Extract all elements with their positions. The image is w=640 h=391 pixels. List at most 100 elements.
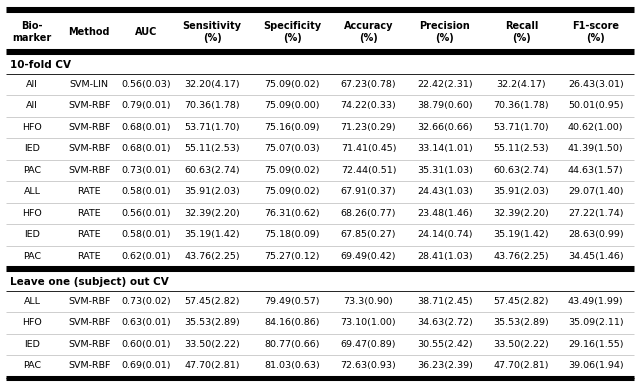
- Text: 0.68(0.01): 0.68(0.01): [122, 123, 171, 132]
- Text: 41.39(1.50): 41.39(1.50): [568, 144, 623, 153]
- Text: 33.14(1.01): 33.14(1.01): [417, 144, 473, 153]
- Text: 75.09(0.02): 75.09(0.02): [264, 187, 320, 196]
- Text: RATE: RATE: [77, 209, 101, 218]
- Text: 0.79(0.01): 0.79(0.01): [122, 101, 171, 110]
- Text: 75.18(0.09): 75.18(0.09): [264, 230, 320, 239]
- Text: 34.63(2.72): 34.63(2.72): [417, 318, 473, 327]
- Text: 75.27(0.12): 75.27(0.12): [264, 252, 320, 261]
- Text: 32.39(2.20): 32.39(2.20): [493, 209, 549, 218]
- Text: 43.76(2.25): 43.76(2.25): [184, 252, 240, 261]
- Text: 0.56(0.01): 0.56(0.01): [122, 209, 171, 218]
- Text: 32.66(0.66): 32.66(0.66): [417, 123, 473, 132]
- Text: 32.2(4.17): 32.2(4.17): [497, 80, 546, 89]
- Text: 35.19(1.42): 35.19(1.42): [184, 230, 240, 239]
- Text: 69.47(0.89): 69.47(0.89): [340, 340, 396, 349]
- Text: ALL: ALL: [24, 297, 41, 306]
- Text: 30.55(2.42): 30.55(2.42): [417, 340, 473, 349]
- Text: 55.11(2.53): 55.11(2.53): [184, 144, 240, 153]
- Text: Sensitivity
(%): Sensitivity (%): [182, 21, 241, 43]
- Text: 35.53(2.89): 35.53(2.89): [493, 318, 549, 327]
- Text: Method: Method: [68, 27, 110, 37]
- Text: 34.45(1.46): 34.45(1.46): [568, 252, 623, 261]
- Text: SVM-RBF: SVM-RBF: [68, 318, 111, 327]
- Text: AUC: AUC: [135, 27, 157, 37]
- Text: 0.63(0.01): 0.63(0.01): [122, 318, 171, 327]
- Text: Accuracy
(%): Accuracy (%): [344, 21, 393, 43]
- Text: PAC: PAC: [23, 361, 42, 370]
- Text: 35.19(1.42): 35.19(1.42): [493, 230, 549, 239]
- Text: HFO: HFO: [22, 209, 42, 218]
- Text: 76.31(0.62): 76.31(0.62): [264, 209, 320, 218]
- Text: RATE: RATE: [77, 230, 101, 239]
- Text: 0.68(0.01): 0.68(0.01): [122, 144, 171, 153]
- Text: 35.91(2.03): 35.91(2.03): [493, 187, 549, 196]
- Text: 29.07(1.40): 29.07(1.40): [568, 187, 623, 196]
- Text: 28.41(1.03): 28.41(1.03): [417, 252, 473, 261]
- Text: ALL: ALL: [24, 187, 41, 196]
- Text: 33.50(2.22): 33.50(2.22): [493, 340, 549, 349]
- Text: 79.49(0.57): 79.49(0.57): [264, 297, 320, 306]
- Text: 24.43(1.03): 24.43(1.03): [417, 187, 473, 196]
- Text: 47.70(2.81): 47.70(2.81): [493, 361, 549, 370]
- Text: 81.03(0.63): 81.03(0.63): [264, 361, 320, 370]
- Text: 71.23(0.29): 71.23(0.29): [340, 123, 396, 132]
- Text: 0.60(0.01): 0.60(0.01): [122, 340, 171, 349]
- Text: 84.16(0.86): 84.16(0.86): [264, 318, 320, 327]
- Text: 28.63(0.99): 28.63(0.99): [568, 230, 623, 239]
- Text: HFO: HFO: [22, 318, 42, 327]
- Text: 0.62(0.01): 0.62(0.01): [122, 252, 171, 261]
- Text: 70.36(1.78): 70.36(1.78): [493, 101, 549, 110]
- Text: 10-fold CV: 10-fold CV: [10, 59, 70, 70]
- Text: 44.63(1.57): 44.63(1.57): [568, 166, 623, 175]
- Text: 35.09(2.11): 35.09(2.11): [568, 318, 623, 327]
- Text: 70.36(1.78): 70.36(1.78): [184, 101, 240, 110]
- Text: 32.20(4.17): 32.20(4.17): [184, 80, 240, 89]
- Text: 75.09(0.00): 75.09(0.00): [264, 101, 320, 110]
- Text: 39.06(1.94): 39.06(1.94): [568, 361, 623, 370]
- Text: F1-score
(%): F1-score (%): [572, 21, 620, 43]
- Text: 73.3(0.90): 73.3(0.90): [344, 297, 394, 306]
- Text: 67.85(0.27): 67.85(0.27): [340, 230, 396, 239]
- Text: 32.39(2.20): 32.39(2.20): [184, 209, 240, 218]
- Text: SVM-RBF: SVM-RBF: [68, 361, 111, 370]
- Text: SVM-RBF: SVM-RBF: [68, 297, 111, 306]
- Text: PAC: PAC: [23, 166, 42, 175]
- Text: 72.44(0.51): 72.44(0.51): [340, 166, 396, 175]
- Text: 67.23(0.78): 67.23(0.78): [340, 80, 396, 89]
- Text: 72.63(0.93): 72.63(0.93): [340, 361, 396, 370]
- Text: 35.31(1.03): 35.31(1.03): [417, 166, 473, 175]
- Text: 75.07(0.03): 75.07(0.03): [264, 144, 320, 153]
- Text: 43.76(2.25): 43.76(2.25): [493, 252, 549, 261]
- Text: 53.71(1.70): 53.71(1.70): [493, 123, 549, 132]
- Text: 40.62(1.00): 40.62(1.00): [568, 123, 623, 132]
- Text: 60.63(2.74): 60.63(2.74): [184, 166, 240, 175]
- Text: 75.09(0.02): 75.09(0.02): [264, 166, 320, 175]
- Text: IED: IED: [24, 144, 40, 153]
- Text: 29.16(1.55): 29.16(1.55): [568, 340, 623, 349]
- Text: 74.22(0.33): 74.22(0.33): [340, 101, 396, 110]
- Text: 50.01(0.95): 50.01(0.95): [568, 101, 623, 110]
- Text: 0.58(0.01): 0.58(0.01): [122, 187, 171, 196]
- Text: 67.91(0.37): 67.91(0.37): [340, 187, 396, 196]
- Text: 68.26(0.77): 68.26(0.77): [340, 209, 396, 218]
- Text: SVM-RBF: SVM-RBF: [68, 101, 111, 110]
- Text: 27.22(1.74): 27.22(1.74): [568, 209, 623, 218]
- Text: 0.73(0.01): 0.73(0.01): [122, 166, 171, 175]
- Text: Precision
(%): Precision (%): [420, 21, 470, 43]
- Text: IED: IED: [24, 340, 40, 349]
- Text: SVM-RBF: SVM-RBF: [68, 166, 111, 175]
- Text: 33.50(2.22): 33.50(2.22): [184, 340, 240, 349]
- Text: 55.11(2.53): 55.11(2.53): [493, 144, 549, 153]
- Text: Bio-
marker: Bio- marker: [13, 21, 52, 43]
- Text: 38.71(2.45): 38.71(2.45): [417, 297, 473, 306]
- Text: 0.69(0.01): 0.69(0.01): [122, 361, 171, 370]
- Text: SVM-RBF: SVM-RBF: [68, 123, 111, 132]
- Text: Leave one (subject) out CV: Leave one (subject) out CV: [10, 276, 168, 287]
- Text: 35.91(2.03): 35.91(2.03): [184, 187, 240, 196]
- Text: Specificity
(%): Specificity (%): [263, 21, 321, 43]
- Text: 24.14(0.74): 24.14(0.74): [417, 230, 473, 239]
- Text: 0.56(0.03): 0.56(0.03): [122, 80, 171, 89]
- Text: RATE: RATE: [77, 187, 101, 196]
- Text: RATE: RATE: [77, 252, 101, 261]
- Text: All: All: [26, 80, 38, 89]
